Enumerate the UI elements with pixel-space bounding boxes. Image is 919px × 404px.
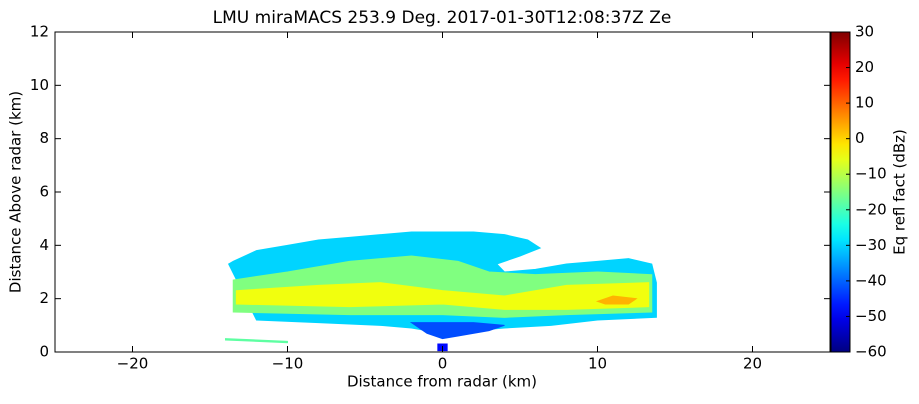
colorbar-tick-label: 0 — [855, 129, 865, 147]
colorbar-tick-label: −50 — [855, 307, 887, 325]
x-tick-label: 10 — [588, 355, 607, 373]
y-tick-label: 10 — [30, 76, 49, 94]
y-tick-label: 2 — [39, 289, 49, 307]
colorbar-tick-label: −30 — [855, 236, 887, 254]
colorbar-tick-label: 10 — [855, 94, 874, 112]
colorbar-label: Eq refl fact (dBz) — [891, 129, 909, 255]
colorbar-tick-label: −10 — [855, 165, 887, 183]
y-axis-label: Distance Above radar (km) — [7, 91, 25, 293]
y-tick-label: 8 — [39, 129, 49, 147]
x-tick-label: −10 — [272, 355, 304, 373]
colorbar-tick-label: 20 — [855, 58, 874, 76]
colorbar — [830, 31, 851, 353]
y-tick-label: 6 — [39, 183, 49, 201]
plot-area — [225, 231, 657, 352]
colorbar-tick-label: 30 — [855, 23, 874, 41]
y-tick-label: 4 — [39, 236, 49, 254]
y-tick-label: 0 — [39, 343, 49, 361]
colorbar-tick-label: −20 — [855, 200, 887, 218]
x-axis-label: Distance from radar (km) — [347, 373, 537, 391]
x-tick-label: 20 — [743, 355, 762, 373]
reflectivity-region — [235, 282, 650, 310]
y-tick-label: 12 — [30, 23, 49, 41]
reflectivity-region — [225, 338, 288, 344]
reflectivity-region — [595, 295, 638, 305]
colorbar-tick-label: −40 — [855, 271, 887, 289]
x-tick-label: −20 — [117, 355, 149, 373]
chart-title: LMU miraMACS 253.9 Deg. 2017-01-30T12:08… — [213, 8, 672, 28]
x-tick-label: 0 — [438, 355, 448, 373]
colorbar-tick-label: −60 — [855, 343, 887, 361]
reflectivity-region — [409, 322, 505, 340]
